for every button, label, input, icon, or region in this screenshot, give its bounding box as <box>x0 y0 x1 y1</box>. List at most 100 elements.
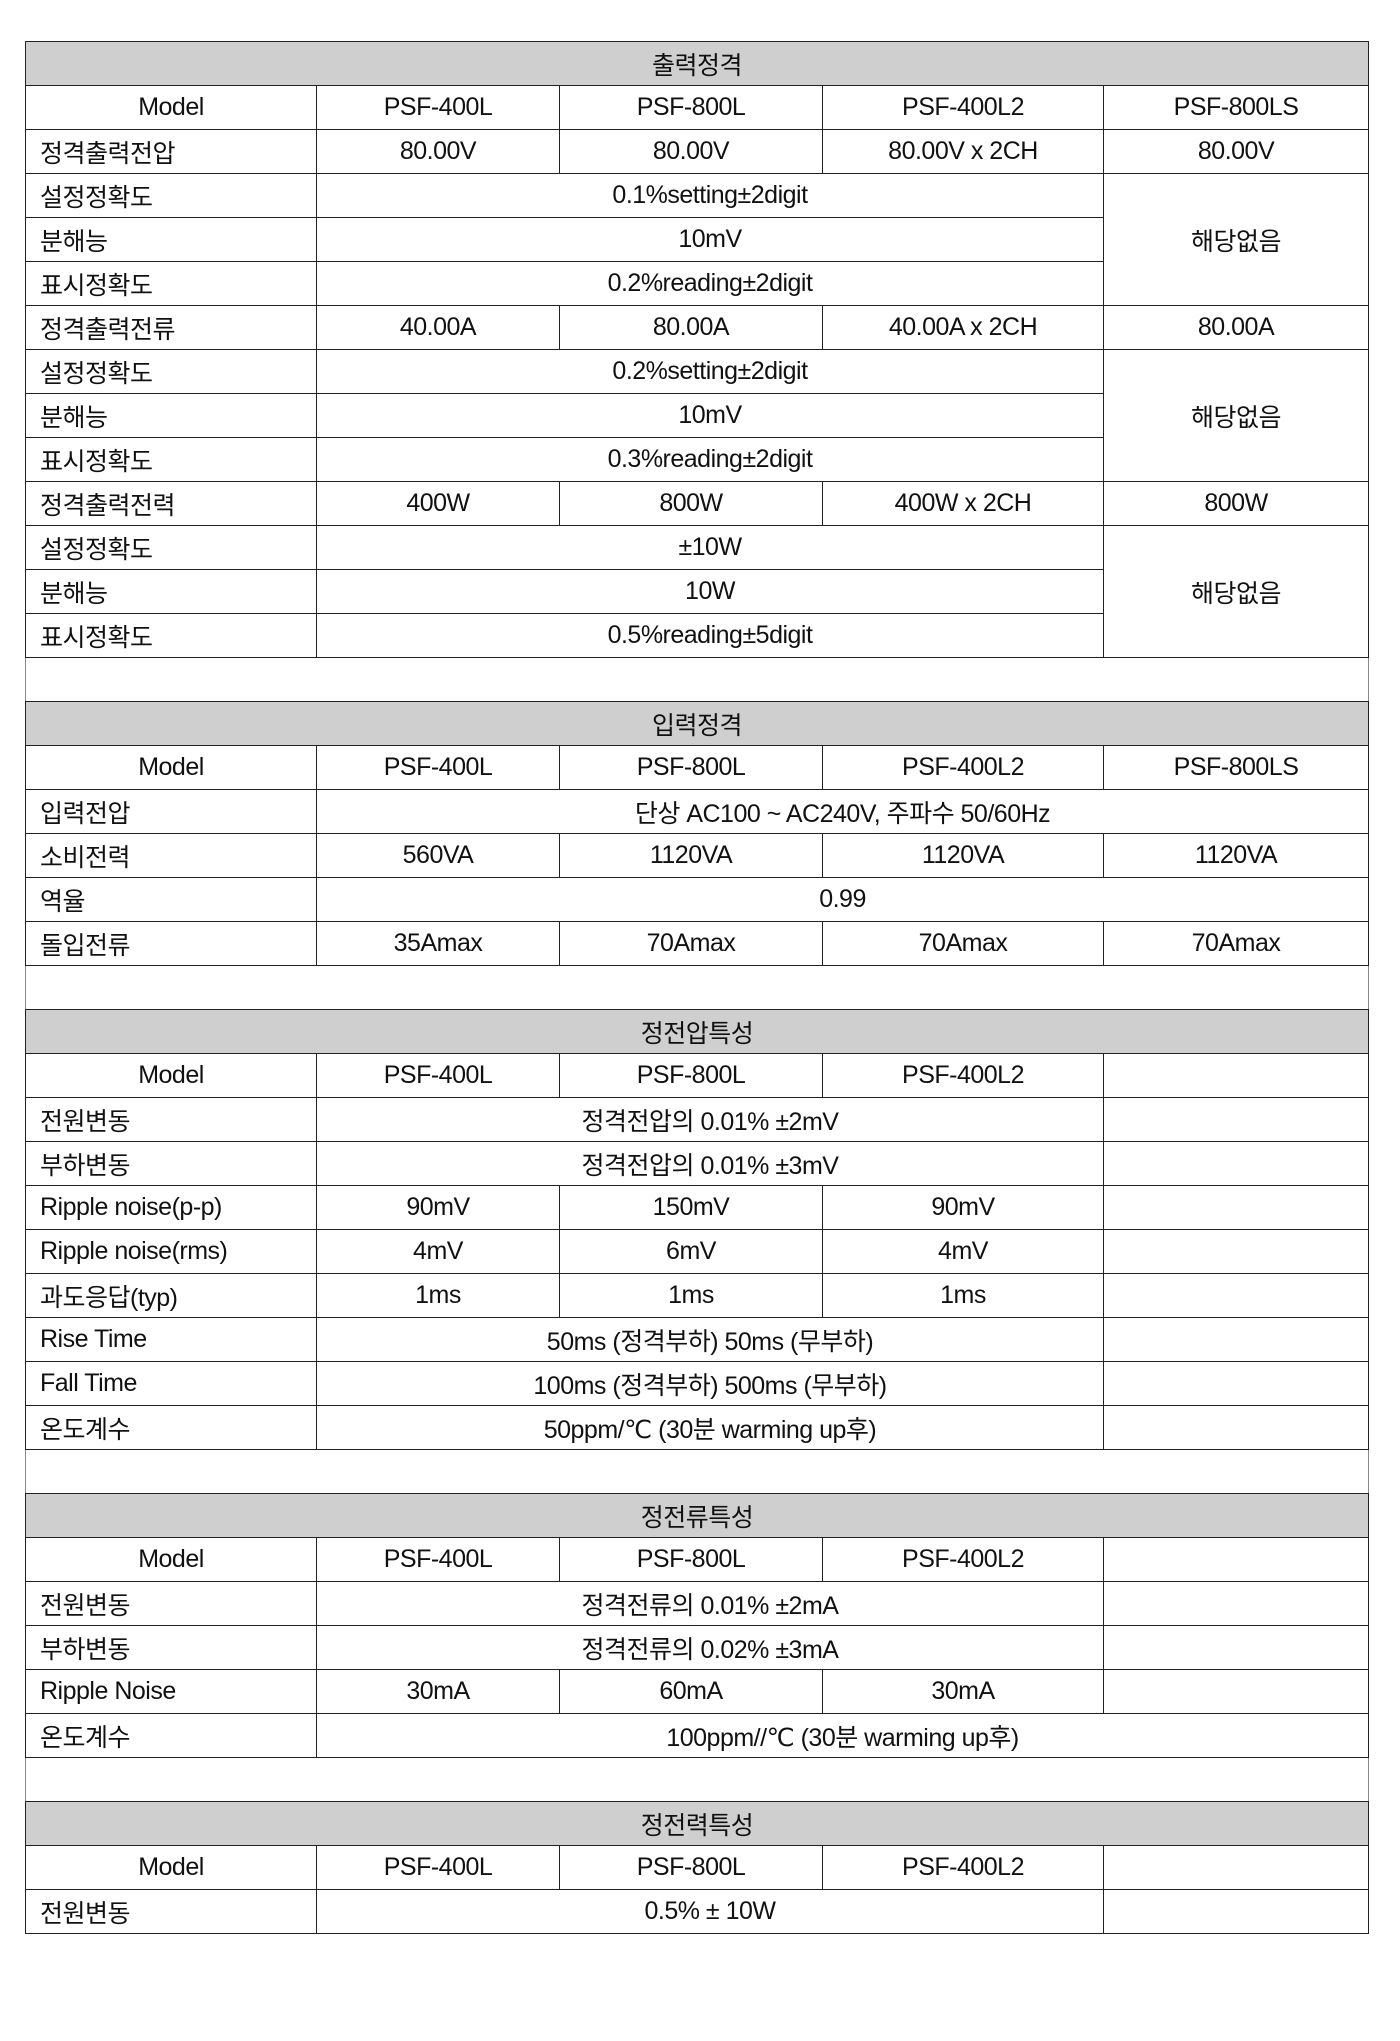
row-label: 표시정확도 <box>25 261 317 306</box>
table-row: 설정정확도 0.2%setting±2digit 해당없음 <box>25 349 1370 482</box>
spec-value: 1120VA <box>559 833 823 878</box>
row-label: 온도계수 <box>25 1713 317 1758</box>
spec-value: 90mV <box>316 1185 560 1230</box>
spacer-cell <box>24 1449 1370 1494</box>
spec-value: 30mA <box>822 1669 1104 1714</box>
spec-value <box>1102 1581 1370 1626</box>
spec-value: 10W <box>316 569 1104 614</box>
table-row: 설정정확도 ±10W 해당없음 <box>25 525 1370 658</box>
row-label: 전원변동 <box>25 1581 317 1626</box>
section-title: 정전류특성 <box>24 1493 1370 1538</box>
model-name: PSF-800L <box>559 1845 823 1890</box>
spec-value: 80.00A <box>1102 305 1370 350</box>
table-row: 입력전압 단상 AC100 ~ AC240V, 주파수 50/60Hz <box>25 789 1370 834</box>
spec-value: 400W <box>316 481 560 526</box>
spec-value: 해당없음 <box>1102 349 1370 482</box>
spec-value: 1ms <box>316 1273 560 1318</box>
model-name <box>1102 1537 1370 1582</box>
row-label: 분해능 <box>25 217 317 262</box>
spec-value: 0.1%setting±2digit <box>316 173 1104 218</box>
spec-value: 6mV <box>559 1229 823 1274</box>
spec-value <box>1102 1229 1370 1274</box>
spec-value <box>1102 1273 1370 1318</box>
spec-value: 50ms (정격부하) 50ms (무부하) <box>316 1317 1104 1362</box>
spec-value: 1120VA <box>822 833 1104 878</box>
spec-value: 0.3%reading±2digit <box>316 437 1104 482</box>
row-label: Ripple noise(p-p) <box>25 1185 317 1230</box>
spec-value: 80.00A <box>559 305 823 350</box>
spec-value: 1120VA <box>1102 833 1370 878</box>
row-label: 온도계수 <box>25 1405 317 1450</box>
table-row: Ripple noise(p-p) 90mV 150mV 90mV <box>25 1185 1370 1230</box>
table-row: 소비전력 560VA 1120VA 1120VA 1120VA <box>25 833 1370 878</box>
section-spacer <box>24 1449 1370 1494</box>
table-row: 온도계수 50ppm/℃ (30분 warming up후) <box>25 1405 1370 1450</box>
section-title: 정전력특성 <box>24 1801 1370 1846</box>
spec-value: 70Amax <box>822 921 1104 966</box>
spec-value: 40.00A x 2CH <box>822 305 1104 350</box>
model-name: PSF-400L2 <box>822 1053 1104 1098</box>
row-label: 표시정확도 <box>25 437 317 482</box>
row-label: 소비전력 <box>25 833 317 878</box>
model-name: PSF-800L <box>559 1053 823 1098</box>
spec-value: 60mA <box>559 1669 823 1714</box>
section-spacer <box>24 1757 1370 1802</box>
section-title: 입력정격 <box>24 701 1370 746</box>
model-name: PSF-800L <box>559 745 823 790</box>
model-name: PSF-400L2 <box>822 1845 1104 1890</box>
model-header-row: Model PSF-400L PSF-800L PSF-400L2 <box>25 1053 1370 1098</box>
table-row: 설정정확도 0.1%setting±2digit 해당없음 <box>25 173 1370 306</box>
model-name: PSF-800LS <box>1102 85 1370 130</box>
spec-value: 560VA <box>316 833 560 878</box>
row-label: 분해능 <box>25 393 317 438</box>
spec-value: 30mA <box>316 1669 560 1714</box>
row-label: 돌입전류 <box>25 921 317 966</box>
spec-value: 10mV <box>316 217 1104 262</box>
row-label: 설정정확도 <box>25 173 317 218</box>
model-name: PSF-400L2 <box>822 745 1104 790</box>
spec-value: 1ms <box>559 1273 823 1318</box>
section-title-row: 입력정격 <box>24 701 1370 746</box>
table-row: 전원변동 정격전압의 0.01% ±2mV <box>25 1097 1370 1142</box>
spec-value <box>1102 1317 1370 1362</box>
model-name: PSF-400L <box>316 1537 560 1582</box>
spec-value: 10mV <box>316 393 1104 438</box>
table-row: Rise Time 50ms (정격부하) 50ms (무부하) <box>25 1317 1370 1362</box>
model-label: Model <box>25 85 317 130</box>
table-row: Fall Time 100ms (정격부하) 500ms (무부하) <box>25 1361 1370 1406</box>
model-label: Model <box>25 1537 317 1582</box>
model-header-row: Model PSF-400L PSF-800L PSF-400L2 <box>25 1537 1370 1582</box>
table-row: 부하변동 정격전류의 0.02% ±3mA <box>25 1625 1370 1670</box>
spec-value: ±10W <box>316 525 1104 570</box>
section-spacer <box>24 657 1370 702</box>
spec-value: 80.00V <box>1102 129 1370 174</box>
row-label: 정격출력전력 <box>25 481 317 526</box>
spec-value: 35Amax <box>316 921 560 966</box>
table-row: 전원변동 0.5% ± 10W <box>25 1889 1370 1934</box>
table-row: 표시정확도 0.5%reading±5digit <box>25 613 1369 658</box>
model-label: Model <box>25 1845 317 1890</box>
model-header-row: Model PSF-400L PSF-800L PSF-400L2 <box>25 1845 1370 1890</box>
section-title-row: 정전력특성 <box>24 1801 1370 1846</box>
spec-value: 단상 AC100 ~ AC240V, 주파수 50/60Hz <box>315 789 1370 834</box>
row-label: Ripple Noise <box>25 1669 317 1714</box>
row-label: 과도응답(typ) <box>25 1273 317 1318</box>
spec-value: 0.99 <box>315 877 1370 922</box>
table-row: 정격출력전류 40.00A 80.00A 40.00A x 2CH 80.00A <box>25 305 1370 350</box>
spec-value: 400W x 2CH <box>822 481 1104 526</box>
spec-value <box>1102 1625 1370 1670</box>
section-title-row: 정전압특성 <box>24 1009 1370 1054</box>
table-row: 분해능 10mV <box>25 217 1369 262</box>
table-row: 정격출력전압 80.00V 80.00V 80.00V x 2CH 80.00V <box>25 129 1370 174</box>
spec-value: 0.5% ± 10W <box>316 1889 1104 1934</box>
row-label: 정격출력전류 <box>25 305 317 350</box>
row-label: 역율 <box>25 877 317 922</box>
model-name: PSF-400L2 <box>822 85 1104 130</box>
section-spacer <box>24 965 1370 1010</box>
model-name <box>1102 1845 1370 1890</box>
section-title-row: 정전류특성 <box>24 1493 1370 1538</box>
row-label: 분해능 <box>25 569 317 614</box>
spec-value: 4mV <box>822 1229 1104 1274</box>
table-row: Ripple noise(rms) 4mV 6mV 4mV <box>25 1229 1370 1274</box>
spec-value: 해당없음 <box>1102 525 1370 658</box>
